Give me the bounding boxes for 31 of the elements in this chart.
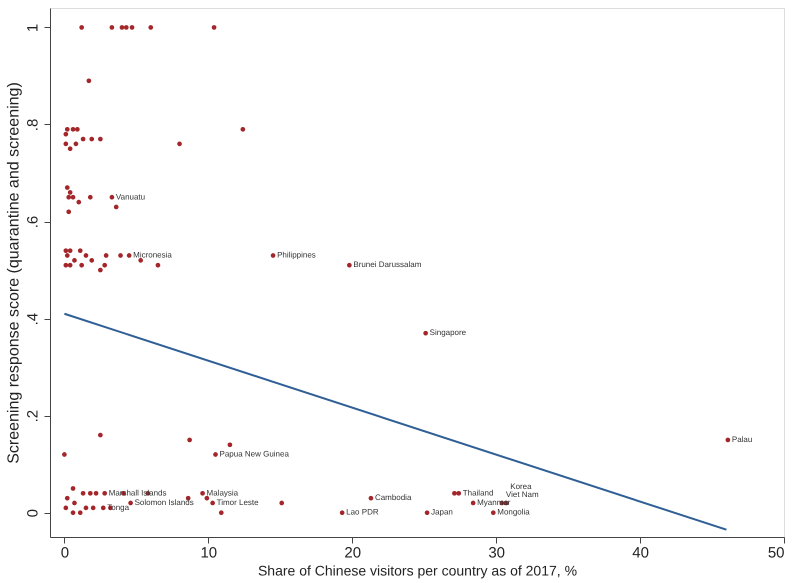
annotation: Timor Leste (216, 498, 260, 508)
x-tick-label: 20 (344, 544, 362, 562)
x-tick-label: 40 (632, 544, 649, 562)
x-tick-label: 30 (488, 544, 505, 562)
x-tick-label: 0 (60, 544, 70, 562)
annotation: Micronesia (133, 250, 172, 260)
annotation: Lao PDR (346, 508, 379, 517)
annotation: Brunei Darussalam (353, 260, 422, 270)
annotation: Vanuatu (116, 192, 146, 202)
annotation: Japan (431, 508, 453, 517)
y-axis-title: Screening response score (quarantine and screening) (6, 82, 22, 464)
y-tick-label: 0 (24, 509, 42, 518)
y-tick-label: .8 (24, 118, 42, 132)
annotation: Thailand (462, 488, 494, 498)
annotation: Solomon Islands (134, 498, 194, 508)
annotation: Singapore (430, 328, 467, 338)
annotation: Cambodia (374, 493, 412, 502)
annotation: Philippines (277, 250, 316, 260)
y-tick-label: .2 (24, 410, 42, 422)
annotation: Mongolia (497, 508, 530, 517)
y-tick-label: .4 (24, 312, 42, 326)
y-tick-label: 1 (24, 24, 42, 32)
annotation: Papua New Guinea (220, 449, 290, 458)
y-tick-label: .6 (24, 216, 42, 228)
annotation: Viet Nam (506, 490, 540, 500)
annotation: Korea (510, 482, 532, 492)
x-tick-label: 10 (200, 544, 218, 562)
annotation: Malaysia (206, 488, 239, 498)
annotation: Palau (732, 434, 752, 444)
x-tick-label: 50 (768, 544, 784, 562)
x-axis-title: Share of Chinese visitors per country as of 2017, % (258, 562, 578, 578)
